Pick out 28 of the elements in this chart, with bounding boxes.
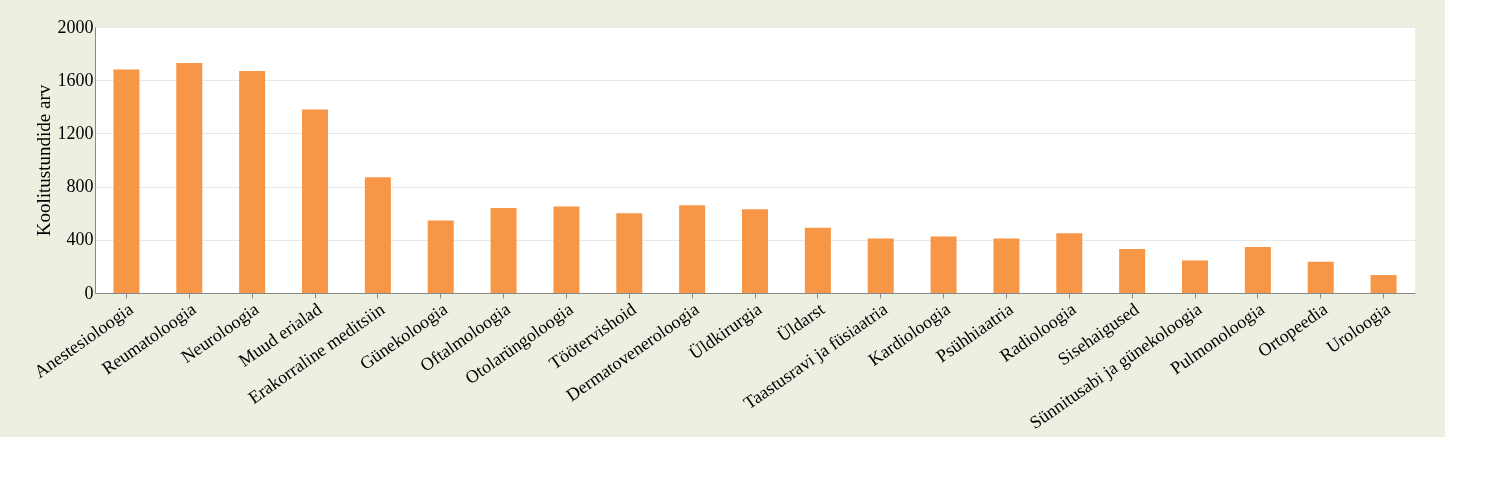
bar [113, 69, 140, 293]
bar [427, 220, 454, 293]
bar [1182, 260, 1208, 293]
y-tick-label: 800 [66, 176, 94, 197]
bar [364, 177, 391, 293]
y-axis-title: Koolitustundide arv [32, 84, 54, 237]
y-tick-label: 400 [66, 229, 94, 250]
bar [1307, 261, 1334, 293]
y-tick-label: 1200 [57, 122, 94, 143]
y-tick-label: 0 [84, 282, 94, 303]
bar [930, 236, 957, 293]
bar [616, 213, 643, 293]
bar [302, 109, 328, 293]
bar [490, 207, 517, 293]
bar [239, 70, 266, 293]
bar [867, 238, 894, 293]
bar [1119, 249, 1146, 293]
bar [679, 205, 706, 293]
bar [1244, 247, 1271, 293]
bar [553, 206, 580, 293]
y-tick-label: 2000 [57, 16, 94, 37]
bar [742, 209, 768, 293]
bar [176, 62, 203, 293]
bar [993, 238, 1020, 293]
bar [1056, 233, 1083, 293]
bar [804, 227, 831, 293]
bar [1370, 275, 1397, 293]
y-tick-label: 1600 [57, 69, 94, 90]
